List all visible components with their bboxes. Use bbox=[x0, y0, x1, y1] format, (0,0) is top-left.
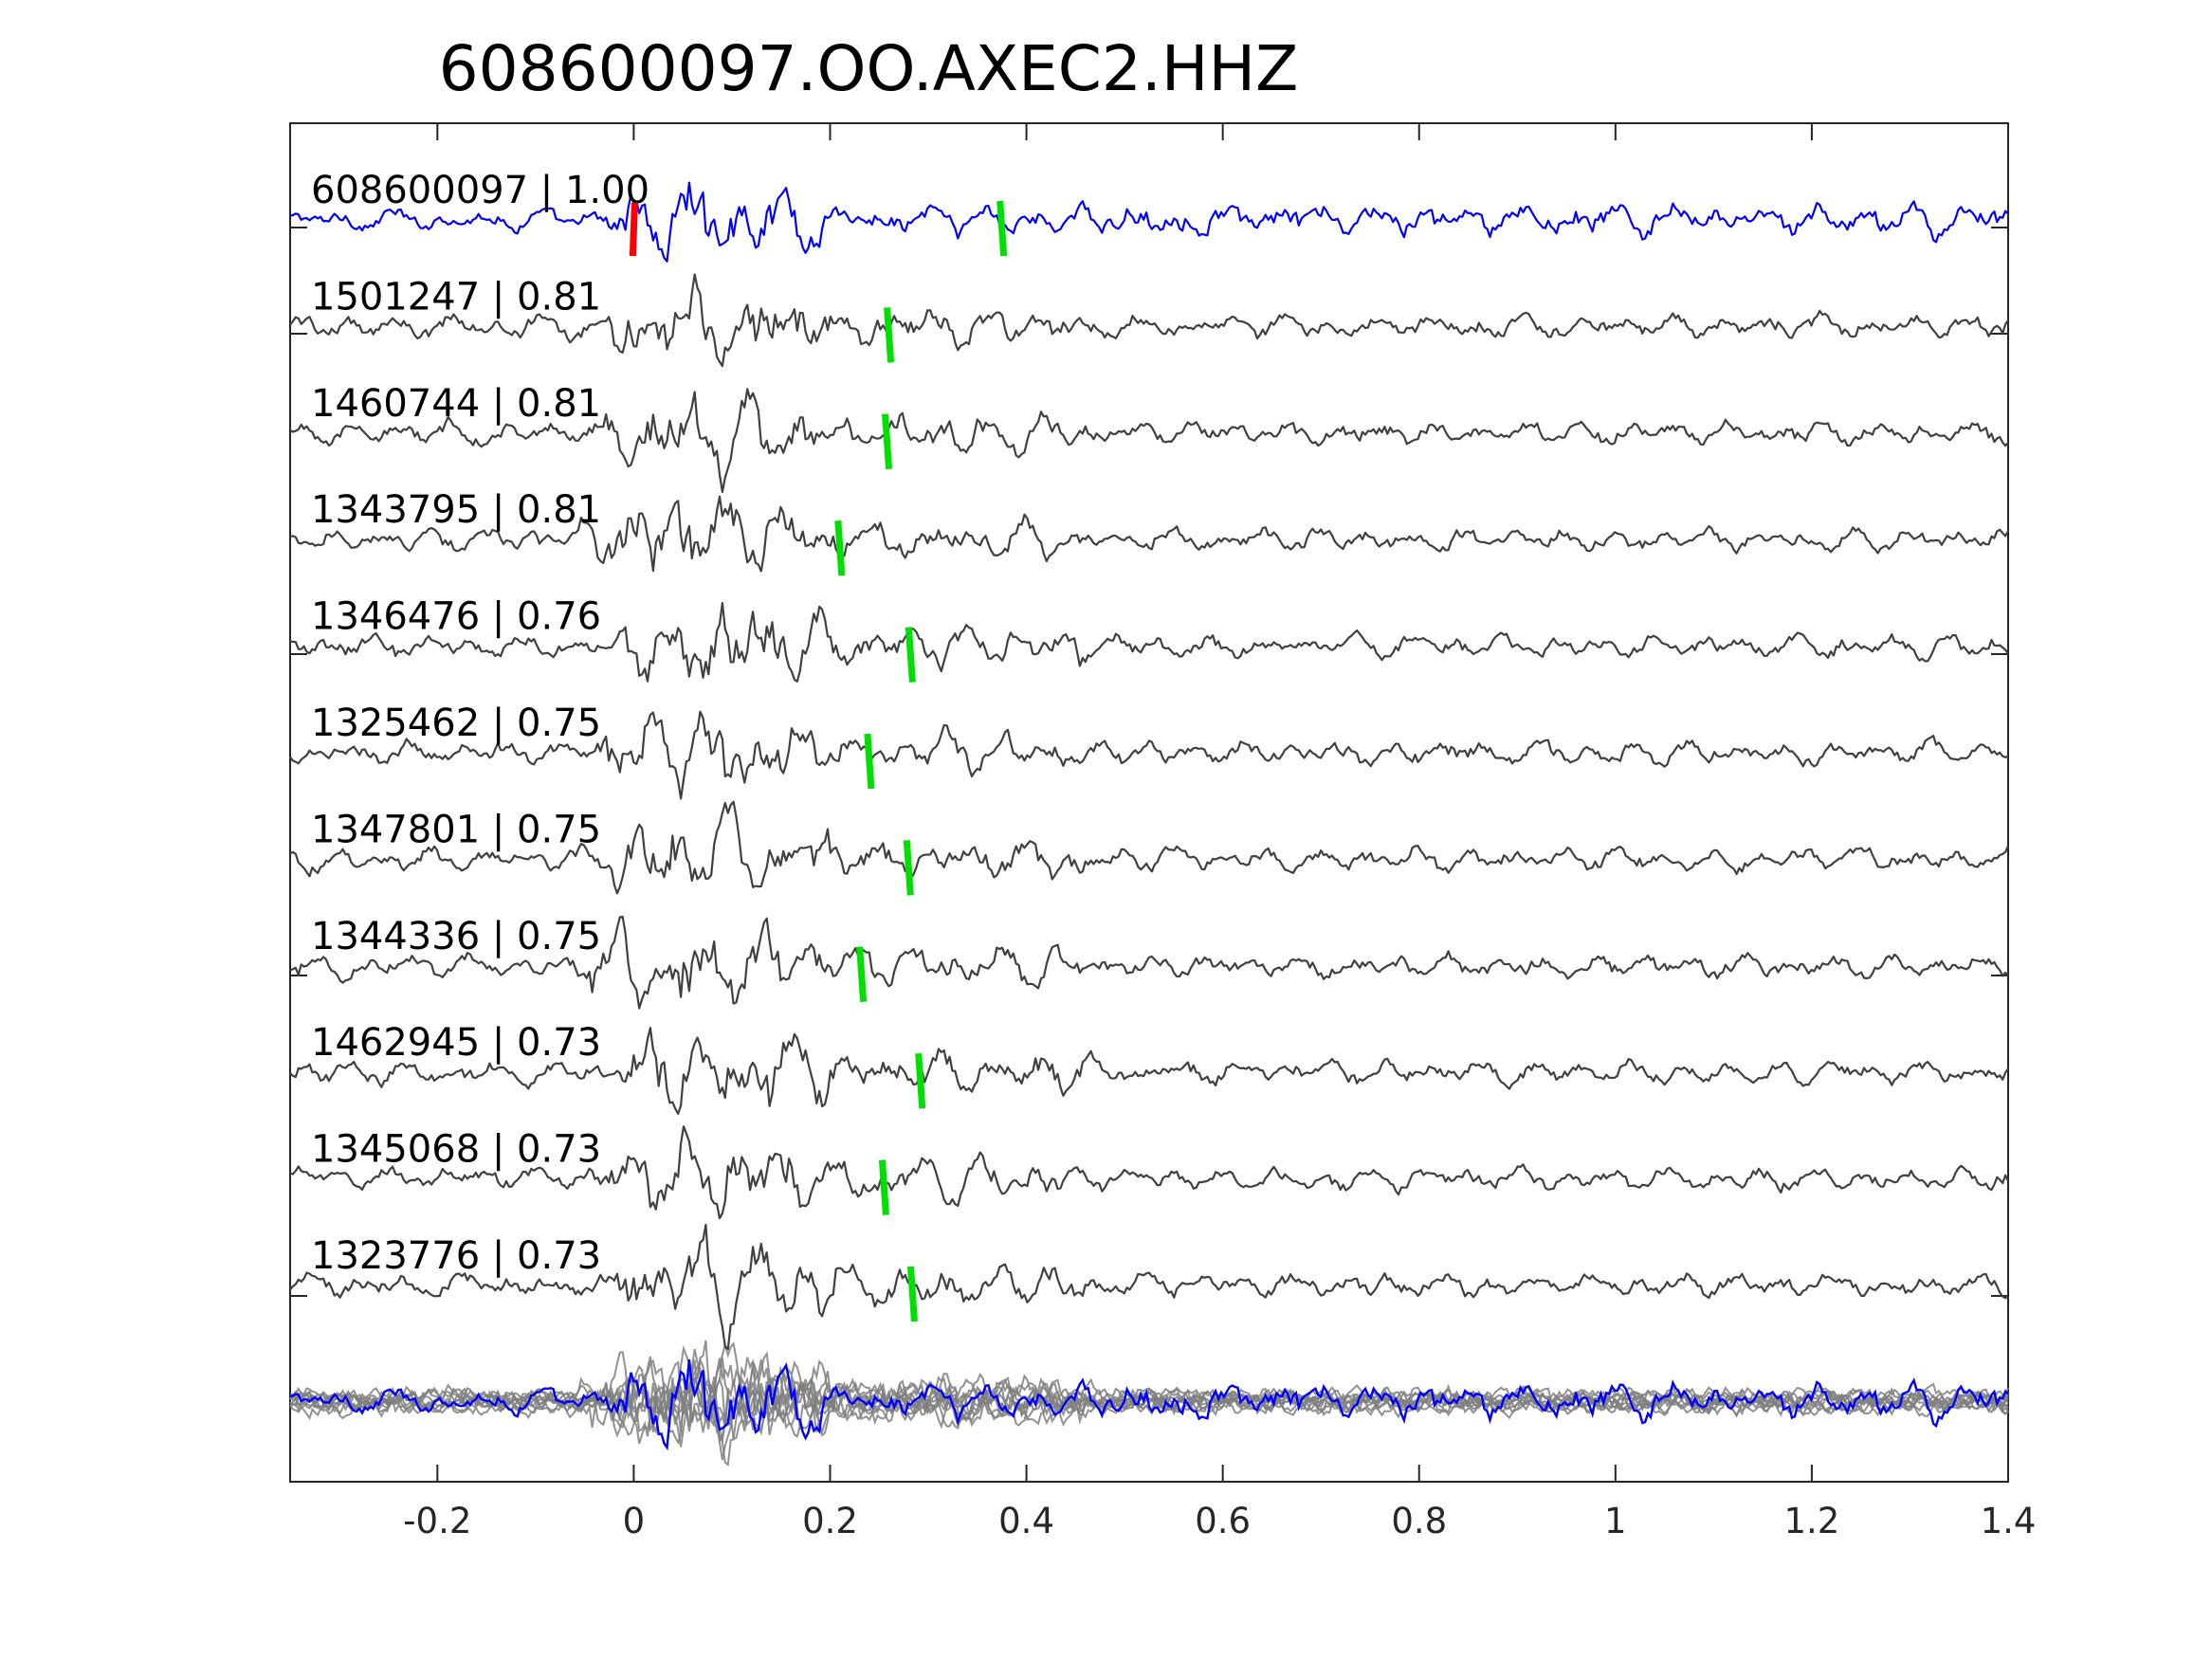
s-pick-marker bbox=[864, 733, 875, 790]
trace-waveform bbox=[289, 273, 2009, 368]
plot-area: -0.2 0 0.2 0.4 0.6 0.8 1 1.2 1.4 608600097 | 1.00… bbox=[289, 122, 2037, 1541]
trace-waveform bbox=[289, 1223, 2009, 1351]
trace-waveform bbox=[289, 388, 2009, 493]
trace-label: 1325462 | 0.75 bbox=[311, 702, 601, 745]
trace-label: 608600097 | 1.00 bbox=[311, 169, 649, 212]
trace-label: 1346476 | 0.76 bbox=[311, 595, 601, 639]
s-pick-marker bbox=[905, 627, 916, 683]
trace-waveform bbox=[289, 1125, 2009, 1220]
x-tick-label: 1.4 bbox=[1981, 1501, 2037, 1541]
x-tick-label: 0.4 bbox=[998, 1501, 1054, 1541]
trace-waveform bbox=[289, 181, 2009, 263]
stack-waveform bbox=[289, 1340, 2009, 1467]
stack-waveform bbox=[289, 1358, 2009, 1451]
trace-label: 1323776 | 0.73 bbox=[311, 1234, 601, 1278]
s-pick-marker bbox=[903, 840, 914, 896]
trace-label: 1501247 | 0.81 bbox=[311, 275, 601, 319]
stack-waveform bbox=[289, 1351, 2009, 1445]
trace-label: 1344336 | 0.75 bbox=[311, 915, 601, 958]
s-pick-marker bbox=[906, 1266, 918, 1322]
origin-pick-marker bbox=[629, 202, 638, 257]
trace-waveform bbox=[289, 495, 2009, 573]
trace-waveform bbox=[289, 602, 2009, 683]
chart-title: 608600097.OO.AXEC2.HHZ bbox=[439, 32, 1299, 105]
x-tick-label: 0 bbox=[623, 1501, 646, 1541]
trace-waveform bbox=[289, 1027, 2009, 1115]
s-pick-marker bbox=[884, 307, 895, 363]
trace-label: 1460744 | 0.81 bbox=[311, 382, 601, 426]
stack-overlay bbox=[289, 1340, 2009, 1467]
x-tick-label: 0.8 bbox=[1391, 1501, 1447, 1541]
s-pick-marker bbox=[878, 1159, 889, 1215]
trace-waveform bbox=[289, 710, 2009, 800]
x-tick-label: -0.2 bbox=[403, 1501, 471, 1541]
trace-label: 1347801 | 0.75 bbox=[311, 808, 601, 851]
axes-box bbox=[289, 122, 2009, 1483]
s-pick-marker bbox=[856, 946, 868, 1003]
x-tick-label: 0.6 bbox=[1195, 1501, 1251, 1541]
trace-label: 1343795 | 0.81 bbox=[311, 488, 601, 532]
trace-waveform bbox=[289, 916, 2009, 1010]
trace-label: 1462945 | 0.73 bbox=[311, 1021, 601, 1065]
s-pick-marker bbox=[882, 413, 893, 470]
s-pick-marker bbox=[996, 200, 1008, 257]
trace-waveform bbox=[289, 800, 2010, 895]
x-tick-label: 1 bbox=[1604, 1501, 1627, 1541]
s-pick-marker bbox=[834, 520, 846, 576]
x-tick-label: 1.2 bbox=[1783, 1501, 1839, 1541]
x-tick-label: 0.2 bbox=[802, 1501, 858, 1541]
trace-label: 1345068 | 0.73 bbox=[311, 1128, 601, 1172]
s-pick-marker bbox=[915, 1052, 926, 1109]
